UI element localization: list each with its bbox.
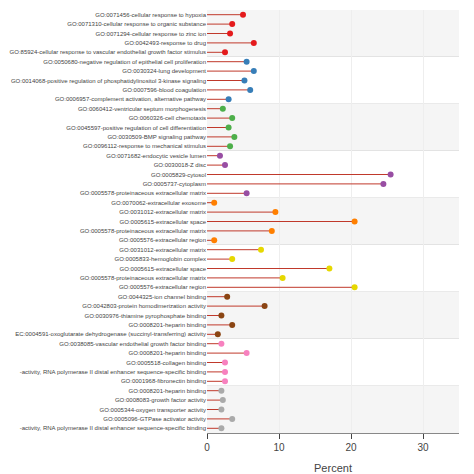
svg-text:GO:0071682-endocytic vesicle l: GO:0071682-endocytic vesicle lumen [106, 153, 206, 159]
svg-text:GO:0060412-ventricular septum: GO:0060412-ventricular septum morphogene… [78, 106, 206, 112]
svg-text:EC:0004591-oxoglutarate dehydr: EC:0004591-oxoglutarate dehydrogenase (s… [15, 331, 206, 337]
svg-text:GO:0070062-extracellular exoso: GO:0070062-extracellular exosome [111, 200, 206, 206]
svg-text:GO:0038085-vascular endothelia: GO:0038085-vascular endothelial growth f… [59, 341, 206, 347]
svg-text:GO:0008201-heparin binding: GO:0008201-heparin binding [129, 322, 206, 328]
svg-text:GO:0044325-ion channel binding: GO:0044325-ion channel binding [118, 294, 206, 300]
svg-text:GO:0042493-response to drug: GO:0042493-response to drug [125, 40, 206, 46]
svg-text:GO:0005737-cytoplasm: GO:0005737-cytoplasm [143, 181, 206, 187]
svg-text:GO:0071294-cellular response t: GO:0071294-cellular response to zinc ion [96, 31, 206, 37]
svg-text:GO:0005096-GTPase activator ac: GO:0005096-GTPase activator activity [103, 416, 206, 422]
svg-text:GO:0014068-positive regulation: GO:0014068-positive regulation of phosph… [11, 78, 206, 84]
svg-text:GO:0005615-extracellular space: GO:0005615-extracellular space [120, 219, 207, 225]
svg-text:GO:0008201-heparin binding: GO:0008201-heparin binding [129, 350, 206, 356]
svg-text:GO:0005578-proteinaceous extra: GO:0005578-proteinaceous extracellular m… [80, 190, 206, 196]
svg-text:GO:0060326-cell chemotaxis: GO:0060326-cell chemotaxis [129, 115, 206, 121]
svg-text:GO:0031012-extracellular matri: GO:0031012-extracellular matrix [119, 209, 206, 215]
svg-text:10: 10 [273, 442, 285, 453]
svg-text:-activity, RNA polymerase II d: -activity, RNA polymerase II distal enha… [20, 425, 206, 431]
svg-text:GO:0031012-extracellular matri: GO:0031012-extracellular matrix [119, 247, 206, 253]
svg-text:GO:0005344-oxygen transporter: GO:0005344-oxygen transporter activity [100, 407, 206, 413]
svg-text:GO:0001968-fibronectin binding: GO:0001968-fibronectin binding [121, 378, 206, 384]
svg-text:GO:0030324-lung development: GO:0030324-lung development [122, 68, 206, 74]
svg-text:GO:0005829-cytosol: GO:0005829-cytosol [151, 172, 206, 178]
svg-text:GO:0008201-heparin binding: GO:0008201-heparin binding [129, 388, 206, 394]
svg-text:GO:0005518-collagen binding: GO:0005518-collagen binding [126, 360, 206, 366]
svg-text:GO:0030018-Z disc: GO:0030018-Z disc [154, 162, 206, 168]
svg-text:GO:0008083-growth factor activ: GO:0008083-growth factor activity [115, 397, 206, 403]
svg-text:GO:0005576-extracellular regio: GO:0005576-extracellular region [119, 237, 206, 243]
svg-text:GO:0005615-extracellular space: GO:0005615-extracellular space [120, 266, 207, 272]
svg-text:GO:0030976-thiamine pyrophosph: GO:0030976-thiamine pyrophosphate bindin… [85, 313, 206, 319]
svg-text:Percent: Percent [314, 462, 352, 474]
svg-text:-activity, RNA polymerase II d: -activity, RNA polymerase II distal enha… [20, 369, 206, 375]
svg-text:GO:0042803-protein homodimeriz: GO:0042803-protein homodimerization acti… [82, 303, 206, 309]
svg-text:GO:0006957-complement activati: GO:0006957-complement activation, altern… [55, 96, 206, 102]
svg-text:GO:0005578-proteinaceous extra: GO:0005578-proteinaceous extracellular m… [80, 228, 206, 234]
svg-text:GO:0071310-cellular response t: GO:0071310-cellular response to organic … [67, 21, 206, 27]
svg-text:GO:0045597-positive regulation: GO:0045597-positive regulation of cell d… [66, 125, 206, 131]
svg-text:0: 0 [204, 442, 210, 453]
svg-text:GO:85924-cellular response to: GO:85924-cellular response to vascular e… [10, 49, 206, 55]
svg-text:GO:0005833-hemoglobin complex: GO:0005833-hemoglobin complex [115, 256, 206, 262]
svg-text:GO:0007596-blood coagulation: GO:0007596-blood coagulation [123, 87, 206, 93]
svg-text:20: 20 [345, 442, 357, 453]
svg-text:30: 30 [417, 442, 429, 453]
svg-text:GO:0050680-negative regulation: GO:0050680-negative regulation of epithe… [43, 59, 206, 65]
svg-text:GO:0005578-proteinaceous extra: GO:0005578-proteinaceous extracellular m… [80, 275, 206, 281]
svg-text:GO:0030509-BMP signaling pathw: GO:0030509-BMP signaling pathway [107, 134, 206, 140]
svg-text:GO:0005576-extracellular regio: GO:0005576-extracellular region [119, 284, 206, 290]
svg-text:GO:0096112-response to mechani: GO:0096112-response to mechanical stimul… [83, 143, 206, 149]
svg-text:GO:0071456-cellular response t: GO:0071456-cellular response to hypoxia [95, 12, 206, 18]
